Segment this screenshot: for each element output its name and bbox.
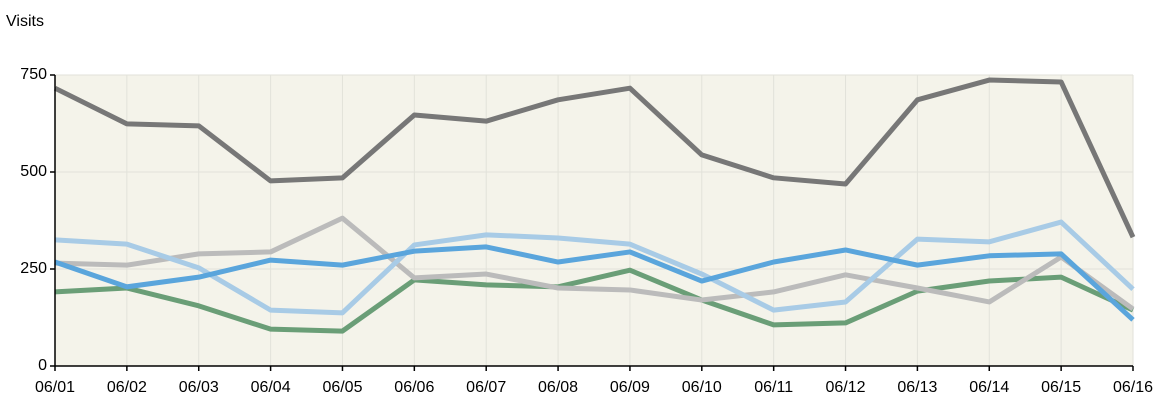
y-tick-label: 250 bbox=[20, 260, 47, 277]
series-line bbox=[54, 219, 1135, 316]
chart-title: Visits bbox=[6, 13, 44, 30]
x-tick-label: 06/16 bbox=[1113, 379, 1153, 396]
x-tick-label: 06/08 bbox=[538, 379, 578, 396]
series-line bbox=[54, 267, 1135, 334]
x-tick-label: 06/04 bbox=[251, 379, 291, 396]
x-tick-label: 06/06 bbox=[394, 379, 434, 396]
y-tick-label: 0 bbox=[38, 357, 47, 374]
x-tick-label: 06/01 bbox=[35, 379, 75, 396]
x-tick-label: 06/15 bbox=[1041, 379, 1081, 396]
x-tick-label: 06/02 bbox=[107, 379, 147, 396]
y-tick-label: 750 bbox=[20, 66, 47, 83]
x-tick-label: 06/11 bbox=[754, 379, 793, 396]
x-tick-label: 06/09 bbox=[610, 379, 650, 396]
series-line bbox=[53, 77, 1136, 239]
y-tick-label: 500 bbox=[20, 163, 47, 180]
series-line bbox=[54, 244, 1135, 322]
series-line bbox=[54, 215, 1135, 311]
x-tick-label: 06/12 bbox=[826, 379, 866, 396]
x-tick-label: 06/13 bbox=[897, 379, 937, 396]
x-tick-label: 06/05 bbox=[322, 379, 362, 396]
x-tick-label: 06/10 bbox=[682, 379, 722, 396]
plot-area bbox=[55, 75, 1133, 366]
x-tick-label: 06/07 bbox=[466, 379, 506, 396]
x-tick-label: 06/14 bbox=[969, 379, 1009, 396]
x-tick-label: 06/03 bbox=[179, 379, 219, 396]
